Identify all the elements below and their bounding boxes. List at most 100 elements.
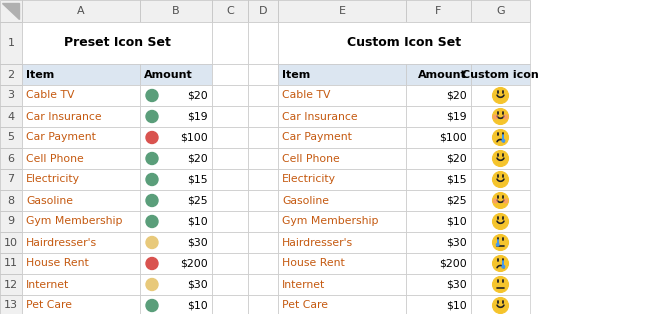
Bar (278, 274, 406, 295)
Bar (212, 295, 248, 314)
Bar (140, 274, 212, 295)
Bar (140, 148, 212, 169)
Text: $15: $15 (187, 175, 208, 185)
Bar (471, 106, 530, 127)
Bar (22, 190, 140, 211)
Bar (248, 274, 278, 295)
Bar (278, 22, 530, 64)
Text: $30: $30 (187, 279, 208, 290)
Bar (278, 211, 406, 232)
Bar (406, 211, 471, 232)
Bar (248, 22, 278, 64)
Bar (248, 295, 278, 314)
Bar (471, 127, 530, 148)
Bar (212, 22, 248, 64)
Bar (471, 295, 530, 314)
Text: Amount: Amount (418, 69, 467, 79)
Text: 4: 4 (7, 111, 15, 122)
Bar (278, 190, 406, 211)
Text: $10: $10 (187, 300, 208, 311)
Circle shape (146, 153, 158, 165)
Bar (278, 148, 406, 169)
Text: Item: Item (26, 69, 54, 79)
Text: $19: $19 (187, 111, 208, 122)
Bar (406, 253, 471, 274)
Bar (140, 253, 212, 274)
Text: 9: 9 (7, 216, 15, 226)
Bar (212, 274, 248, 295)
Bar (471, 232, 530, 253)
Bar (406, 106, 471, 127)
Circle shape (146, 89, 158, 101)
Bar (471, 190, 530, 211)
Text: $100: $100 (180, 133, 208, 143)
Bar (406, 85, 471, 106)
Text: B: B (172, 6, 180, 16)
Circle shape (493, 129, 508, 145)
Text: 8: 8 (7, 196, 15, 205)
Text: Custom Icon Set: Custom Icon Set (347, 36, 461, 50)
Bar (278, 64, 406, 85)
Text: $200: $200 (440, 258, 467, 268)
Bar (0, 211, 22, 232)
Bar (140, 232, 212, 253)
Bar (212, 106, 248, 127)
Text: 2: 2 (7, 69, 15, 79)
Circle shape (146, 194, 158, 207)
Text: $15: $15 (446, 175, 467, 185)
Text: Item: Item (282, 69, 310, 79)
Bar (248, 211, 278, 232)
Text: $30: $30 (446, 279, 467, 290)
Circle shape (146, 111, 158, 122)
Text: Gasoline: Gasoline (282, 196, 329, 205)
Bar (471, 253, 530, 274)
Text: $10: $10 (446, 300, 467, 311)
Bar (248, 148, 278, 169)
Circle shape (493, 88, 508, 104)
Text: D: D (259, 6, 267, 16)
Circle shape (493, 171, 508, 187)
Text: Pet Care: Pet Care (26, 300, 72, 311)
Text: $19: $19 (446, 111, 467, 122)
Circle shape (504, 199, 508, 203)
Bar (0, 64, 22, 85)
Bar (248, 169, 278, 190)
Text: Pet Care: Pet Care (282, 300, 328, 311)
Text: 3: 3 (7, 90, 15, 100)
Bar (248, 127, 278, 148)
Text: $10: $10 (446, 216, 467, 226)
Bar (406, 127, 471, 148)
Circle shape (504, 115, 508, 119)
Text: Gasoline: Gasoline (26, 196, 73, 205)
Bar (212, 64, 248, 85)
Bar (471, 274, 530, 295)
Text: Internet: Internet (26, 279, 70, 290)
Text: Custom icon: Custom icon (462, 69, 539, 79)
Bar (248, 64, 278, 85)
Bar (0, 190, 22, 211)
Text: 1: 1 (7, 38, 15, 48)
Bar (212, 169, 248, 190)
Bar (278, 0, 406, 22)
Circle shape (493, 115, 497, 119)
Text: Electricity: Electricity (26, 175, 80, 185)
Bar (406, 190, 471, 211)
Bar (0, 295, 22, 314)
Bar (406, 169, 471, 190)
Text: Car Insurance: Car Insurance (26, 111, 102, 122)
Bar (278, 106, 406, 127)
Text: Internet: Internet (282, 279, 325, 290)
Bar (22, 232, 140, 253)
Bar (140, 295, 212, 314)
Bar (140, 0, 212, 22)
Circle shape (493, 199, 497, 203)
Bar (212, 127, 248, 148)
Bar (140, 64, 212, 85)
Bar (248, 0, 278, 22)
Bar (278, 253, 406, 274)
Bar (471, 85, 530, 106)
Text: $30: $30 (187, 237, 208, 247)
Bar (0, 253, 22, 274)
Text: Gym Membership: Gym Membership (282, 216, 379, 226)
Bar (406, 232, 471, 253)
